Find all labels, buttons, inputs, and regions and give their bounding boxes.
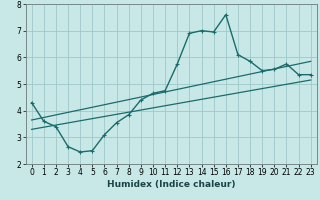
X-axis label: Humidex (Indice chaleur): Humidex (Indice chaleur) bbox=[107, 180, 236, 189]
